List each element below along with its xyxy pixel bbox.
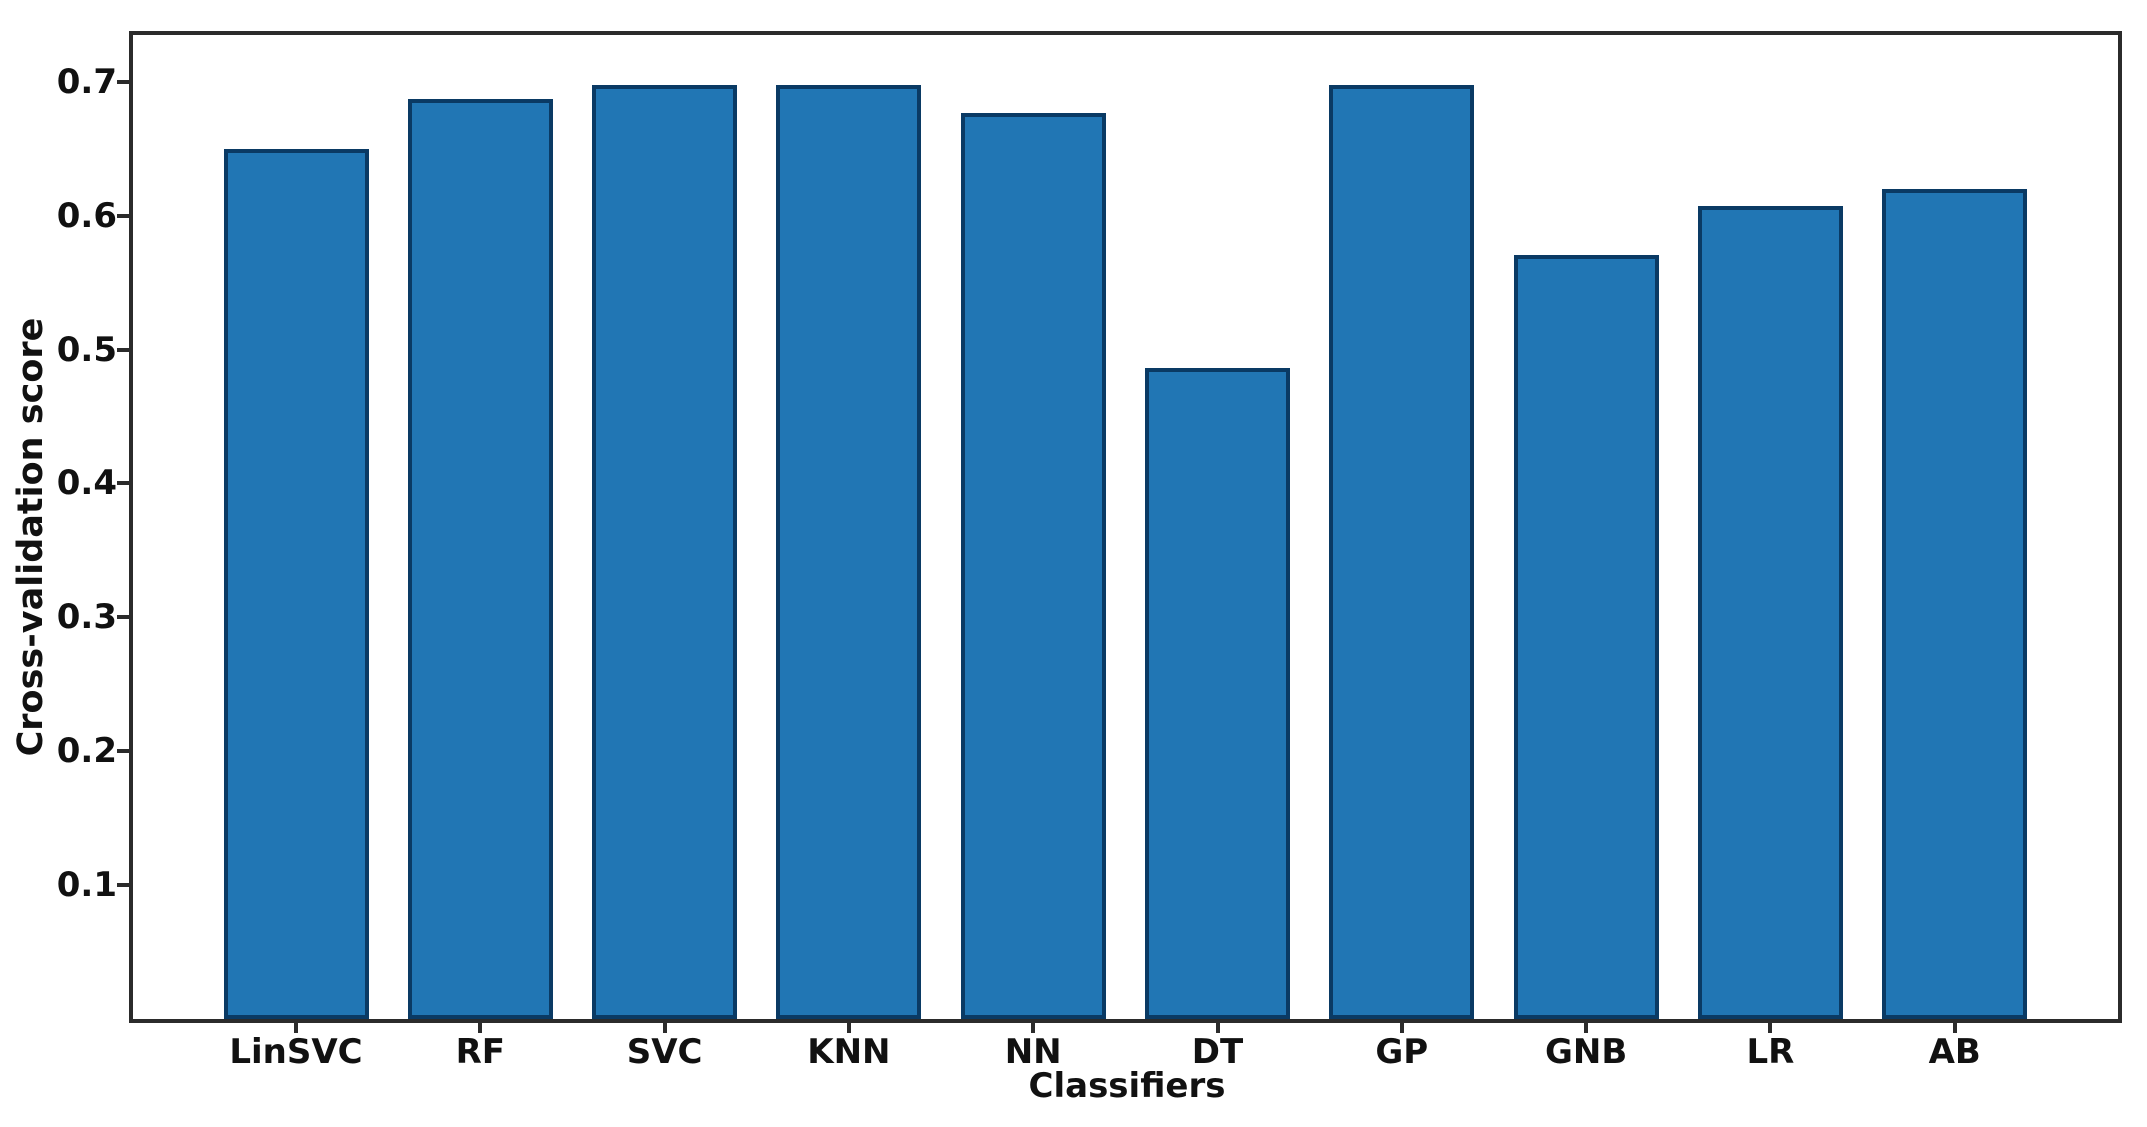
x-tick-label-lr: LR [1746,1032,1795,1072]
x-tick-label-linsvc: LinSVC [229,1032,363,1072]
bar-svc [592,84,738,1019]
y-tick-label: 0.4 [56,463,117,504]
x-tick-label-knn: KNN [807,1032,891,1072]
x-tick-label-svc: SVC [626,1032,703,1072]
bar-rf [407,99,553,1019]
x-tick-label-dt: DT [1191,1032,1244,1072]
x-tick-label-rf: RF [455,1032,505,1072]
y-tick-mark [117,749,129,754]
y-tick-label: 0.5 [56,329,117,370]
x-tick-mark [846,1023,851,1033]
x-tick-label-gp: GP [1375,1032,1429,1072]
y-tick-label: 0.2 [56,731,117,772]
y-tick-label: 0.6 [56,195,117,236]
y-tick-mark [117,481,129,486]
x-tick-mark [1768,1023,1773,1033]
y-tick-label: 0.1 [56,865,117,906]
plot-area [129,31,2122,1023]
y-tick-label: 0.3 [56,597,117,638]
y-tick-mark [117,615,129,620]
x-tick-mark [1952,1023,1957,1033]
y-tick-mark [117,213,129,218]
bar-gp [1329,84,1475,1019]
bar-dt [1145,368,1290,1019]
y-tick-mark [117,79,129,84]
bar-lr [1697,206,1843,1019]
x-tick-mark [1399,1023,1404,1033]
y-tick-mark [117,883,129,888]
bar-ab [1882,188,2028,1019]
bar-knn [776,84,922,1019]
x-tick-mark [1031,1023,1036,1033]
x-tick-mark [1584,1023,1589,1033]
bar-nn [960,112,1106,1019]
x-tick-label-ab: AB [1928,1032,1981,1072]
y-tick-label: 0.7 [56,61,117,102]
x-tick-mark [662,1023,667,1033]
x-tick-label-gnb: GNB [1544,1032,1628,1072]
y-tick-mark [117,347,129,352]
bar-gnb [1513,254,1659,1019]
bar-linsvc [223,148,369,1019]
x-tick-mark [1215,1023,1220,1033]
x-axis-title: Classifiers [1028,1066,1226,1106]
x-tick-label-nn: NN [1004,1032,1062,1072]
x-tick-mark [478,1023,483,1033]
x-tick-mark [294,1023,298,1033]
